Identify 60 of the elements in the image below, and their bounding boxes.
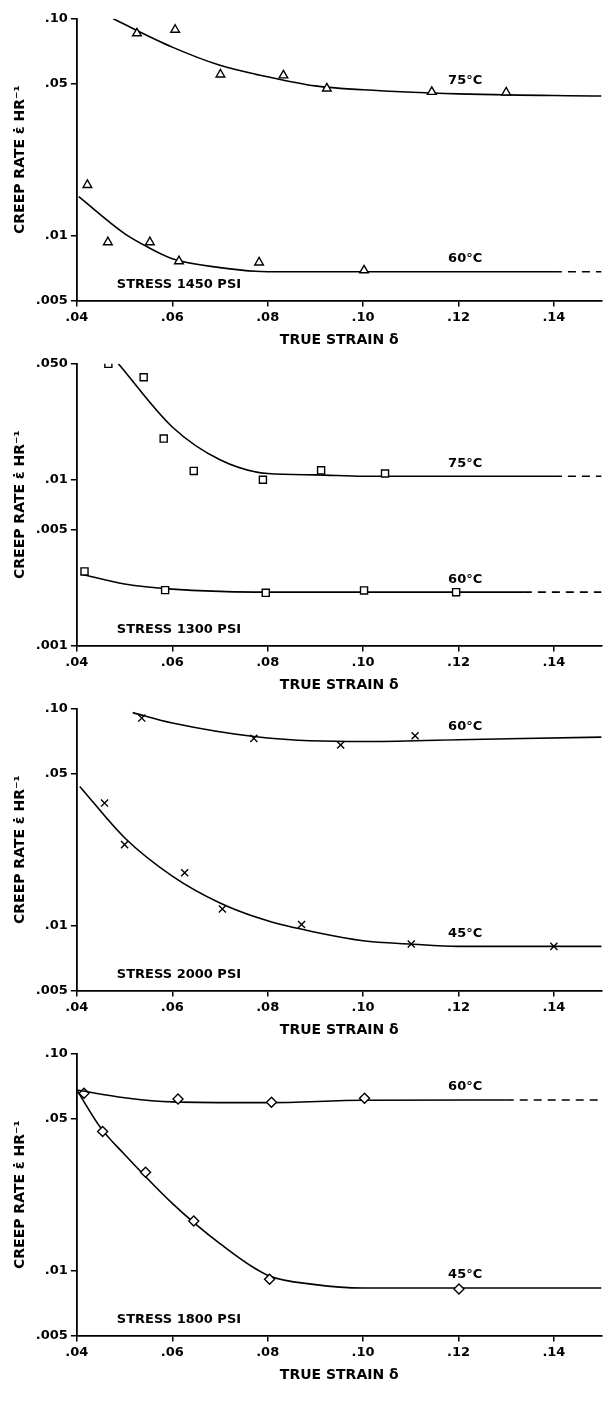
- x-tick-label: .06: [160, 308, 184, 324]
- y-tick-label: .05: [44, 75, 68, 91]
- x-axis-title: TRUE STRAIN δ: [279, 1366, 400, 1383]
- x-tick-label: .06: [160, 1343, 184, 1359]
- annotation: STRESS 2000 PSI: [116, 965, 242, 981]
- y-axis-title: CREEP RATE ε̇ HR⁻¹: [11, 1120, 28, 1269]
- x-tick-label: .04: [65, 998, 89, 1014]
- y-axis-title: CREEP RATE ε̇ HR⁻¹: [11, 85, 28, 234]
- x-tick-label: .08: [256, 308, 280, 324]
- y-tick-label: .10: [44, 10, 68, 26]
- series-label: 75°C: [448, 454, 483, 470]
- y-tick-label: .01: [44, 1261, 68, 1277]
- x-tick-label: .08: [256, 1343, 280, 1359]
- x-tick-label: .06: [160, 998, 184, 1014]
- x-tick-label: .12: [446, 998, 471, 1014]
- x-tick-label: .14: [542, 1343, 566, 1359]
- series-label: 45°C: [448, 1266, 483, 1282]
- y-axis-title: CREEP RATE ε̇ HR⁻¹: [11, 775, 28, 924]
- y-tick-label: .10: [44, 700, 68, 716]
- x-tick-label: .10: [351, 308, 375, 324]
- annotation: STRESS 1300 PSI: [116, 620, 242, 636]
- x-tick-label: .12: [446, 653, 471, 669]
- y-tick-label: .005: [35, 1326, 68, 1342]
- y-tick-label: .01: [44, 226, 68, 242]
- series-label: 60°C: [448, 1078, 483, 1094]
- y-tick-label: .050: [35, 355, 68, 371]
- series-label: 45°C: [448, 924, 483, 940]
- x-tick-label: .14: [542, 653, 566, 669]
- x-tick-label: .10: [351, 653, 375, 669]
- y-axis-title: CREEP RATE ε̇ HR⁻¹: [11, 430, 28, 579]
- x-tick-label: .04: [65, 308, 89, 324]
- y-tick-label: .005: [35, 291, 68, 307]
- x-tick-label: .10: [351, 998, 375, 1014]
- y-tick-label: .005: [35, 521, 68, 537]
- y-tick-label: .01: [44, 916, 68, 932]
- series-label: 60°C: [448, 250, 483, 266]
- series-label: 60°C: [448, 570, 483, 586]
- series-label: 60°C: [448, 717, 483, 733]
- x-tick-label: .04: [65, 653, 89, 669]
- y-tick-label: .05: [44, 1110, 68, 1126]
- x-tick-label: .12: [446, 1343, 471, 1359]
- series-label: 75°C: [448, 72, 483, 88]
- x-tick-label: .10: [351, 1343, 375, 1359]
- y-tick-label: .10: [44, 1045, 68, 1061]
- x-tick-label: .08: [256, 998, 280, 1014]
- y-tick-label: .001: [35, 636, 68, 652]
- x-tick-label: .12: [446, 308, 471, 324]
- annotation: STRESS 1800 PSI: [116, 1310, 242, 1326]
- annotation: STRESS 1450 PSI: [116, 275, 242, 291]
- y-tick-label: .01: [44, 471, 68, 487]
- y-tick-label: .05: [44, 765, 68, 781]
- x-axis-title: TRUE STRAIN δ: [279, 331, 400, 348]
- x-tick-label: .08: [256, 653, 280, 669]
- x-axis-title: TRUE STRAIN δ: [279, 1021, 400, 1038]
- y-tick-label: .005: [35, 981, 68, 997]
- x-tick-label: .04: [65, 1343, 89, 1359]
- x-axis-title: TRUE STRAIN δ: [279, 676, 400, 693]
- x-tick-label: .14: [542, 308, 566, 324]
- x-tick-label: .06: [160, 653, 184, 669]
- x-tick-label: .14: [542, 998, 566, 1014]
